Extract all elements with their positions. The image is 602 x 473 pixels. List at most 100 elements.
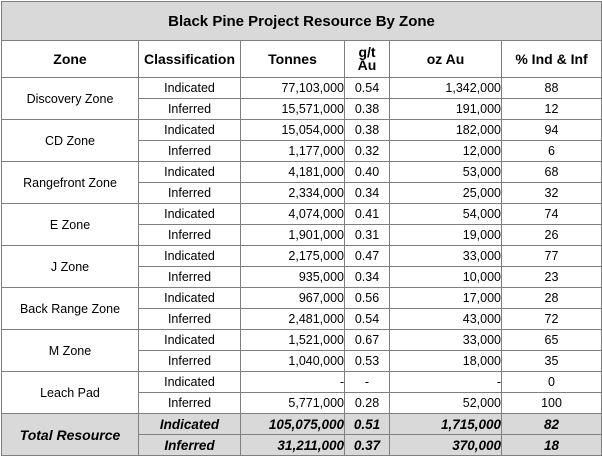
tonnes-cell: 4,181,000: [240, 161, 345, 183]
pct-cell: 35: [500, 350, 602, 372]
table-row: Discovery Zone Indicated 77,103,000 0.54 1,3…: [1, 77, 602, 120]
grade-cell: 0.47: [344, 245, 390, 267]
pct-cell: 68: [500, 161, 602, 183]
zone-name: Rangefront Zone: [1, 161, 139, 204]
classification-cell: Indicated: [138, 245, 241, 267]
pct-cell: 6: [500, 140, 602, 162]
oz-cell: 33,000: [389, 329, 502, 351]
tonnes-cell: 2,175,000: [240, 245, 345, 267]
classification-cell: Inferred: [138, 224, 241, 246]
tonnes-cell: 2,481,000: [240, 308, 345, 330]
header-classification: Classification: [138, 40, 241, 78]
grade-cell: 0.38: [344, 119, 390, 141]
tonnes-cell: 15,571,000: [240, 98, 345, 120]
oz-cell: -: [389, 371, 502, 393]
header-tonnes: Tonnes: [240, 40, 345, 78]
table-row: Inferred 1,040,000 0.53 18,000 35: [2, 350, 602, 372]
oz-cell: 53,000: [389, 161, 502, 183]
oz-cell: 17,000: [389, 287, 502, 309]
grade-cell: 0.40: [344, 161, 390, 183]
header-zone: Zone: [1, 40, 139, 78]
table-row: Inferred 15,571,000 0.38 191,000 12: [2, 98, 602, 120]
tonnes-cell: 31,211,000: [240, 434, 345, 456]
grade-cell: 0.34: [344, 182, 390, 204]
classification-cell: Indicated: [138, 413, 241, 435]
grade-cell: 0.37: [344, 434, 390, 456]
table-row: E Zone Indicated 4,074,000 0.41 54,000 74: [1, 203, 602, 246]
pct-cell: 12: [500, 98, 602, 120]
tonnes-cell: 15,054,000: [240, 119, 345, 141]
classification-cell: Indicated: [138, 287, 241, 309]
header-grade-top: g/t: [358, 44, 376, 60]
grade-cell: 0.31: [344, 224, 390, 246]
pct-cell: 0: [500, 371, 602, 393]
oz-cell: 182,000: [389, 119, 502, 141]
pct-cell: 77: [500, 245, 602, 267]
tonnes-cell: 77,103,000: [240, 77, 345, 99]
pct-cell: 18: [500, 434, 602, 456]
tonnes-cell: -: [240, 371, 345, 393]
zone-name: Leach Pad: [1, 371, 139, 414]
pct-cell: 28: [500, 287, 602, 309]
table-row: Inferred 2,334,000 0.34 25,000 32: [2, 182, 602, 204]
classification-cell: Inferred: [138, 434, 241, 456]
tonnes-cell: 1,901,000: [240, 224, 345, 246]
tonnes-cell: 105,075,000: [240, 413, 345, 435]
table-row: Inferred 1,901,000 0.31 19,000 26: [2, 224, 602, 246]
zone-name: Total Resource: [1, 413, 139, 456]
grade-cell: 0.53: [344, 350, 390, 372]
zone-name: Discovery Zone: [1, 77, 139, 120]
tonnes-cell: 1,177,000: [240, 140, 345, 162]
header-oz: oz Au: [389, 40, 502, 78]
oz-cell: 25,000: [389, 182, 502, 204]
tonnes-cell: 935,000: [240, 266, 345, 288]
table-row: Rangefront Zone Indicated 4,181,000 0.40 53,…: [1, 161, 602, 204]
classification-cell: Inferred: [138, 308, 241, 330]
classification-cell: Inferred: [138, 266, 241, 288]
classification-cell: Inferred: [138, 392, 241, 414]
classification-cell: Indicated: [138, 329, 241, 351]
tonnes-cell: 967,000: [240, 287, 345, 309]
tonnes-cell: 1,040,000: [240, 350, 345, 372]
oz-cell: 43,000: [389, 308, 502, 330]
grade-cell: 0.34: [344, 266, 390, 288]
zone-name: Back Range Zone: [1, 287, 139, 330]
pct-cell: 94: [500, 119, 602, 141]
grade-cell: 0.67: [344, 329, 390, 351]
grade-cell: 0.54: [344, 308, 390, 330]
table-row: Leach Pad Indicated - - -0: [1, 371, 602, 414]
table-row: CD Zone Indicated 15,054,000 0.38 182,000 94: [1, 119, 602, 162]
table-row: Back Range Zone Indicated 967,000 0.56 17,00…: [1, 287, 602, 330]
oz-cell: 19,000: [389, 224, 502, 246]
pct-cell: 74: [500, 203, 602, 225]
classification-cell: Indicated: [138, 77, 241, 99]
classification-cell: Indicated: [138, 161, 241, 183]
header-grade-bottom: Au: [357, 57, 377, 73]
tonnes-cell: 5,771,000: [240, 392, 345, 414]
classification-cell: Inferred: [138, 182, 241, 204]
pct-cell: 26: [500, 224, 602, 246]
table-row: Total Resource Indicated 105,075,000 0.51 1,…: [1, 413, 602, 456]
oz-cell: 191,000: [389, 98, 502, 120]
table-row: M Zone Indicated 1,521,000 0.67 33,000 65: [1, 329, 602, 372]
classification-cell: Indicated: [138, 371, 241, 393]
oz-cell: 54,000: [389, 203, 502, 225]
oz-cell: 1,715,000: [389, 413, 502, 435]
grade-cell: 0.38: [344, 98, 390, 120]
tonnes-cell: 1,521,000: [240, 329, 345, 351]
table-row: Inferred 935,000 0.34 10,000 23: [2, 266, 602, 288]
zone-name: CD Zone: [1, 119, 139, 162]
resource-table: Black Pine Project Resource By Zone Zone…: [0, 1, 602, 456]
oz-cell: 52,000: [389, 392, 502, 414]
table-title: Black Pine Project Resource By Zone: [0, 1, 602, 41]
classification-cell: Inferred: [138, 350, 241, 372]
grade-cell: 0.56: [344, 287, 390, 309]
grade-cell: 0.54: [344, 77, 390, 99]
tonnes-cell: 2,334,000: [240, 182, 345, 204]
pct-cell: 23: [500, 266, 602, 288]
classification-cell: Indicated: [138, 119, 241, 141]
pct-cell: 65: [500, 329, 602, 351]
zone-name: E Zone: [1, 203, 139, 246]
classification-cell: Inferred: [138, 140, 241, 162]
header-grade: g/t Au: [344, 40, 390, 78]
